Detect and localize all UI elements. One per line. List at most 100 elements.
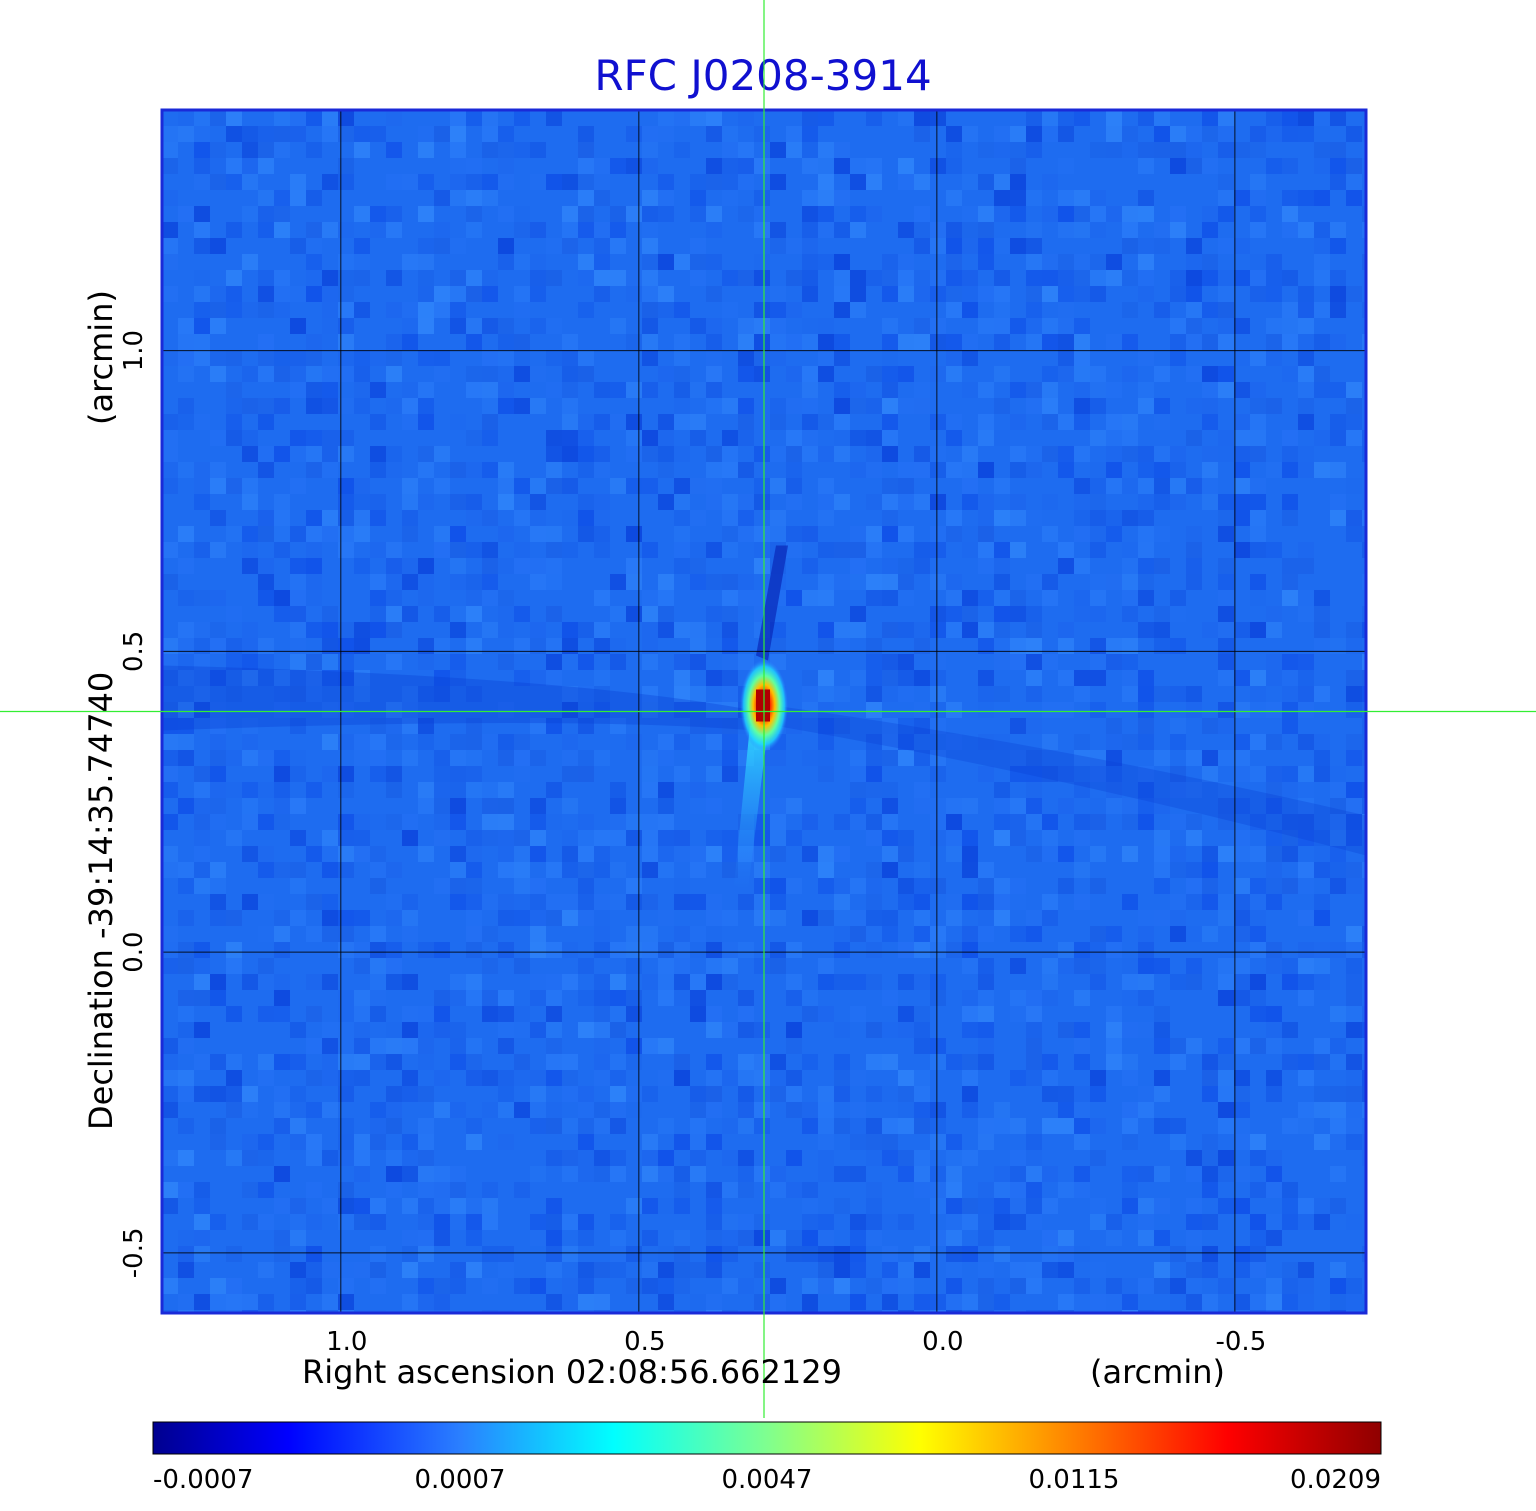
noise-pixel bbox=[690, 1118, 706, 1134]
noise-pixel bbox=[1058, 414, 1074, 430]
noise-pixel bbox=[1154, 1086, 1170, 1102]
noise-pixel bbox=[354, 238, 370, 254]
noise-pixel bbox=[690, 1006, 706, 1022]
noise-pixel bbox=[946, 622, 962, 638]
noise-pixel bbox=[194, 126, 210, 142]
noise-pixel bbox=[1026, 318, 1042, 334]
noise-pixel bbox=[450, 1278, 466, 1294]
noise-pixel bbox=[226, 414, 242, 430]
noise-pixel bbox=[594, 1294, 610, 1310]
noise-pixel bbox=[834, 446, 850, 462]
noise-pixel bbox=[1058, 670, 1074, 686]
noise-pixel bbox=[1138, 910, 1154, 926]
noise-pixel bbox=[466, 382, 482, 398]
noise-pixel bbox=[242, 718, 258, 734]
noise-pixel bbox=[610, 990, 626, 1006]
noise-pixel bbox=[642, 254, 658, 270]
noise-pixel bbox=[994, 910, 1010, 926]
noise-pixel bbox=[578, 126, 594, 142]
noise-pixel bbox=[306, 190, 322, 206]
noise-pixel bbox=[898, 974, 914, 990]
noise-pixel bbox=[1218, 606, 1234, 622]
noise-pixel bbox=[914, 558, 930, 574]
noise-pixel bbox=[194, 814, 210, 830]
noise-pixel bbox=[962, 942, 978, 958]
noise-pixel bbox=[322, 974, 338, 990]
noise-pixel bbox=[594, 1022, 610, 1038]
noise-pixel bbox=[834, 878, 850, 894]
noise-pixel bbox=[690, 638, 706, 654]
noise-pixel bbox=[1122, 734, 1138, 750]
noise-pixel bbox=[914, 782, 930, 798]
noise-pixel bbox=[962, 174, 978, 190]
noise-pixel bbox=[322, 462, 338, 478]
noise-pixel bbox=[338, 1134, 354, 1150]
noise-pixel bbox=[738, 1070, 754, 1086]
noise-pixel bbox=[658, 814, 674, 830]
noise-pixel bbox=[1250, 414, 1266, 430]
noise-pixel bbox=[1234, 430, 1250, 446]
noise-pixel bbox=[738, 574, 754, 590]
noise-pixel bbox=[802, 270, 818, 286]
noise-pixel bbox=[882, 862, 898, 878]
noise-pixel bbox=[658, 958, 674, 974]
noise-pixel bbox=[1090, 542, 1106, 558]
noise-pixel bbox=[626, 334, 642, 350]
noise-pixel bbox=[1234, 1134, 1250, 1150]
noise-pixel bbox=[402, 974, 418, 990]
noise-pixel bbox=[706, 1086, 722, 1102]
noise-pixel bbox=[658, 846, 674, 862]
noise-pixel bbox=[1362, 1038, 1366, 1054]
noise-pixel bbox=[162, 574, 178, 590]
noise-pixel bbox=[978, 974, 994, 990]
noise-pixel bbox=[338, 1038, 354, 1054]
noise-pixel bbox=[1170, 206, 1186, 222]
noise-pixel bbox=[706, 158, 722, 174]
noise-pixel bbox=[450, 190, 466, 206]
noise-pixel bbox=[1346, 478, 1362, 494]
noise-pixel bbox=[642, 1134, 658, 1150]
noise-pixel bbox=[818, 446, 834, 462]
noise-pixel bbox=[914, 382, 930, 398]
noise-pixel bbox=[914, 1166, 930, 1182]
noise-pixel bbox=[1330, 846, 1346, 862]
noise-pixel bbox=[530, 942, 546, 958]
noise-pixel bbox=[1154, 462, 1170, 478]
noise-pixel bbox=[1314, 1198, 1330, 1214]
noise-pixel bbox=[498, 750, 514, 766]
noise-pixel bbox=[1042, 206, 1058, 222]
noise-pixel bbox=[354, 382, 370, 398]
noise-pixel bbox=[850, 1166, 866, 1182]
noise-pixel bbox=[274, 862, 290, 878]
noise-pixel bbox=[1282, 846, 1298, 862]
noise-pixel bbox=[434, 942, 450, 958]
noise-pixel bbox=[1298, 590, 1314, 606]
noise-pixel bbox=[722, 718, 738, 734]
noise-pixel bbox=[370, 846, 386, 862]
noise-pixel bbox=[994, 174, 1010, 190]
noise-pixel bbox=[530, 990, 546, 1006]
noise-pixel bbox=[994, 1198, 1010, 1214]
noise-pixel bbox=[898, 158, 914, 174]
noise-pixel bbox=[1266, 830, 1282, 846]
noise-pixel bbox=[322, 222, 338, 238]
noise-pixel bbox=[498, 158, 514, 174]
noise-pixel bbox=[1314, 366, 1330, 382]
noise-pixel bbox=[866, 206, 882, 222]
noise-pixel bbox=[850, 526, 866, 542]
noise-pixel bbox=[882, 526, 898, 542]
noise-pixel bbox=[274, 782, 290, 798]
noise-pixel bbox=[1074, 862, 1090, 878]
noise-pixel bbox=[418, 718, 434, 734]
noise-pixel bbox=[1138, 734, 1154, 750]
noise-pixel bbox=[498, 1070, 514, 1086]
noise-pixel bbox=[834, 382, 850, 398]
noise-pixel bbox=[450, 1054, 466, 1070]
noise-pixel bbox=[770, 750, 786, 766]
noise-pixel bbox=[674, 526, 690, 542]
noise-pixel bbox=[498, 398, 514, 414]
noise-pixel bbox=[754, 878, 770, 894]
noise-pixel bbox=[850, 974, 866, 990]
noise-pixel bbox=[338, 1150, 354, 1166]
noise-pixel bbox=[338, 1294, 354, 1310]
